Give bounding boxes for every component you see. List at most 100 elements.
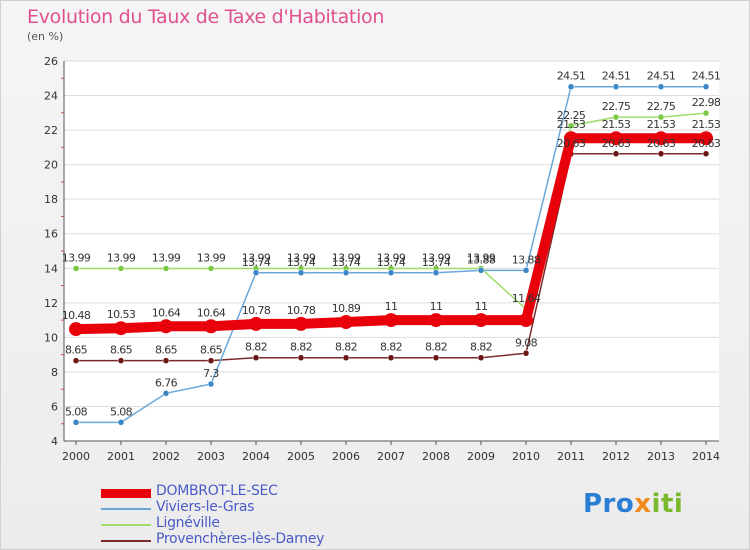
data-point — [72, 357, 80, 364]
data-label: 13.99 — [107, 251, 136, 264]
data-label: 22.25 — [557, 109, 586, 122]
legend-label: Provenchères-lès-Darney — [156, 531, 325, 547]
data-point — [207, 265, 215, 272]
legend-item: Lignéville — [101, 515, 421, 533]
data-label: 8.82 — [380, 341, 402, 354]
legend-item: DOMBROT-LE-SEC — [101, 483, 421, 501]
data-label: 11 — [475, 300, 488, 313]
x-tick-label: 2005 — [287, 450, 315, 463]
data-point — [159, 319, 173, 334]
data-label: 8.82 — [335, 341, 357, 354]
data-label: 22.75 — [647, 100, 676, 113]
x-tick-label: 2001 — [107, 450, 135, 463]
data-label: 8.82 — [425, 341, 447, 354]
unit-label: (en %) — [27, 30, 64, 43]
data-point — [612, 150, 620, 158]
data-point — [387, 269, 395, 277]
data-point — [657, 83, 665, 90]
x-tick-label: 2013 — [647, 450, 675, 463]
y-tick-label: 24 — [44, 90, 58, 103]
legend-swatch — [101, 524, 151, 526]
data-point — [384, 313, 398, 328]
x-tick-label: 2009 — [467, 450, 495, 463]
data-point — [702, 150, 710, 158]
data-label: 10.78 — [242, 304, 271, 317]
data-point — [519, 313, 533, 328]
data-point — [657, 113, 665, 121]
data-label: 8.82 — [245, 341, 267, 354]
data-label: 21.53 — [647, 118, 676, 131]
data-point — [297, 269, 305, 277]
data-point — [342, 269, 350, 277]
data-point — [162, 357, 170, 364]
legend-label: Lignéville — [156, 515, 220, 531]
data-point — [702, 83, 710, 90]
data-point — [72, 419, 80, 426]
data-label: 13.74 — [287, 256, 316, 269]
data-label: 13.74 — [422, 256, 451, 269]
x-tick-label: 2002 — [152, 450, 180, 463]
data-point — [699, 131, 713, 146]
series-lines — [69, 83, 713, 426]
data-label: 13.99 — [377, 251, 406, 264]
data-label: 20.63 — [647, 137, 676, 150]
data-point — [567, 83, 575, 90]
data-point — [432, 269, 440, 277]
data-point — [477, 267, 485, 274]
data-label: 22.75 — [602, 100, 631, 113]
logo-part-1: Pro — [583, 489, 635, 519]
data-point — [342, 354, 350, 361]
data-label: 8.82 — [470, 341, 492, 354]
data-label: 13.88 — [467, 253, 496, 266]
data-point — [207, 380, 215, 388]
data-label: 10.48 — [62, 309, 91, 322]
legend-swatch — [101, 489, 151, 498]
data-point — [702, 109, 710, 117]
legend-swatch — [101, 540, 151, 542]
data-label: 10.64 — [197, 306, 226, 319]
data-label: 10.78 — [287, 304, 316, 317]
y-tick-label: 4 — [51, 435, 58, 448]
data-label: 13.99 — [332, 251, 361, 264]
legend-item: Viviers-le-Gras — [101, 499, 421, 517]
data-label: 8.82 — [290, 341, 312, 354]
data-label: 13.74 — [377, 256, 406, 269]
data-label: 11 — [385, 300, 398, 313]
data-labels: 10.48 10.53 10.64 10.64 10.78 10.78 10.89 11 11 1… — [62, 70, 722, 419]
data-label: 21.53 — [602, 118, 631, 131]
data-label: 8.65 — [110, 344, 133, 357]
data-point — [117, 265, 125, 272]
legend-swatch — [101, 508, 151, 510]
x-tick-label: 2010 — [512, 450, 540, 463]
data-label: 13.74 — [332, 256, 361, 269]
y-tick-label: 8 — [51, 366, 58, 379]
data-label: 11 — [430, 300, 443, 313]
data-label: 5.08 — [65, 405, 88, 418]
logo-part-3: iti — [651, 489, 684, 519]
data-label: 10.89 — [332, 302, 361, 315]
data-label: 11.64 — [512, 292, 541, 305]
data-label: 9.08 — [515, 336, 538, 349]
data-label: 24.51 — [692, 70, 721, 83]
x-tick-label: 2004 — [242, 450, 270, 463]
data-point — [339, 314, 353, 329]
data-label: 13.99 — [197, 251, 226, 264]
data-point — [294, 316, 308, 331]
data-point — [657, 150, 665, 158]
data-point — [429, 313, 443, 328]
data-label: 13.99 — [242, 251, 271, 264]
y-tick-label: 26 — [44, 55, 58, 68]
data-point — [654, 131, 668, 146]
data-label: 20.63 — [602, 137, 631, 150]
data-label: 8.65 — [200, 344, 223, 357]
data-label: 13.99 — [467, 251, 496, 264]
data-label: 8.65 — [155, 344, 178, 357]
legend-item: Provenchères-lès-Darney — [101, 531, 421, 549]
data-label: 7.3 — [203, 367, 219, 380]
data-label: 21.53 — [692, 118, 721, 131]
data-point — [252, 354, 260, 361]
axes: 4 6 8 10 12 14 16 18 20 22 24 26 2000 2001 2002 2003 200… — [44, 55, 720, 463]
x-tick-label: 2007 — [377, 450, 405, 463]
